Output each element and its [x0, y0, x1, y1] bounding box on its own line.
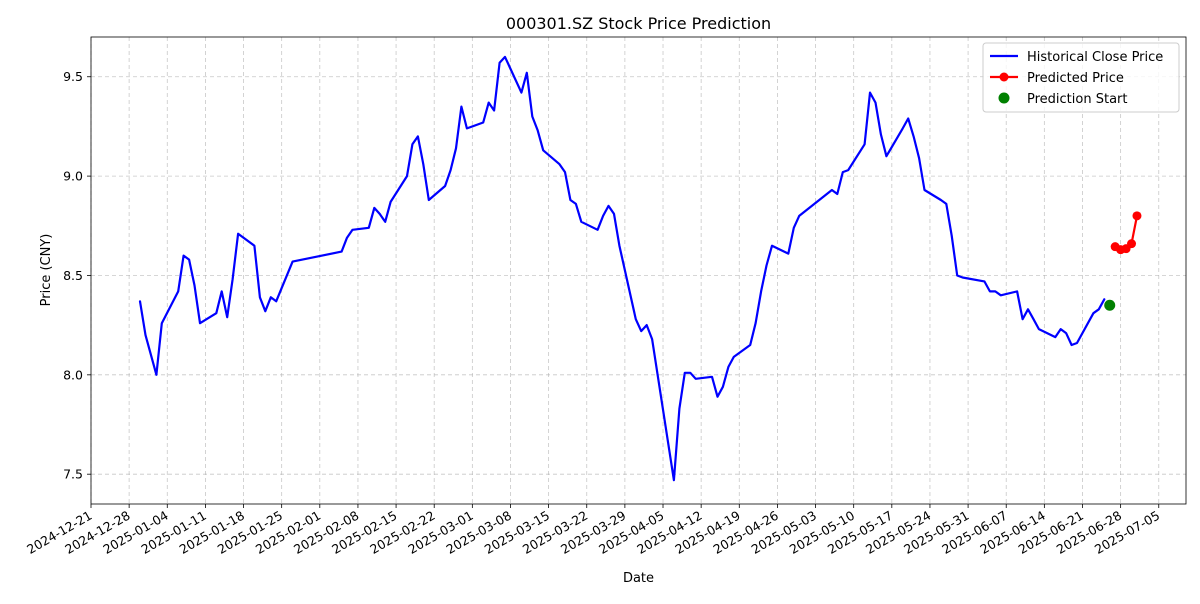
legend: Historical Close Price Predicted Price P… [982, 42, 1180, 113]
predicted-price-point [1132, 211, 1142, 221]
grid-lines [90, 37, 1186, 504]
plot-frame [90, 36, 1187, 505]
predicted-price-point [1127, 239, 1137, 249]
y-tick-label: 8.0 [63, 367, 83, 382]
y-tick-label: 8.5 [63, 268, 83, 283]
prediction-start-point [1104, 299, 1116, 311]
legend-predicted-label: Predicted Price [1027, 71, 1124, 86]
historical-close-price-line [138, 55, 1106, 482]
y-tick-label: 9.5 [63, 69, 83, 84]
x-axis-label: Date [623, 571, 654, 586]
legend-predicted-marker [999, 72, 1009, 82]
series-layer [138, 55, 1142, 482]
chart-title: 000301.SZ Stock Price Prediction [506, 14, 771, 33]
x-axis: 2024-12-212024-12-282025-01-042025-01-11… [24, 504, 1162, 557]
legend-start-marker [998, 92, 1010, 104]
y-tick-label: 7.5 [63, 467, 83, 482]
legend-box [982, 42, 1180, 113]
legend-start-label: Prediction Start [1027, 92, 1127, 107]
legend-historical-label: Historical Close Price [1027, 50, 1163, 65]
y-axis: 7.5 8.0 8.5 9.0 9.5 [63, 69, 91, 482]
y-axis-label: Price (CNY) [39, 234, 54, 307]
plot-area [91, 37, 1186, 504]
y-tick-label: 9.0 [63, 169, 83, 184]
